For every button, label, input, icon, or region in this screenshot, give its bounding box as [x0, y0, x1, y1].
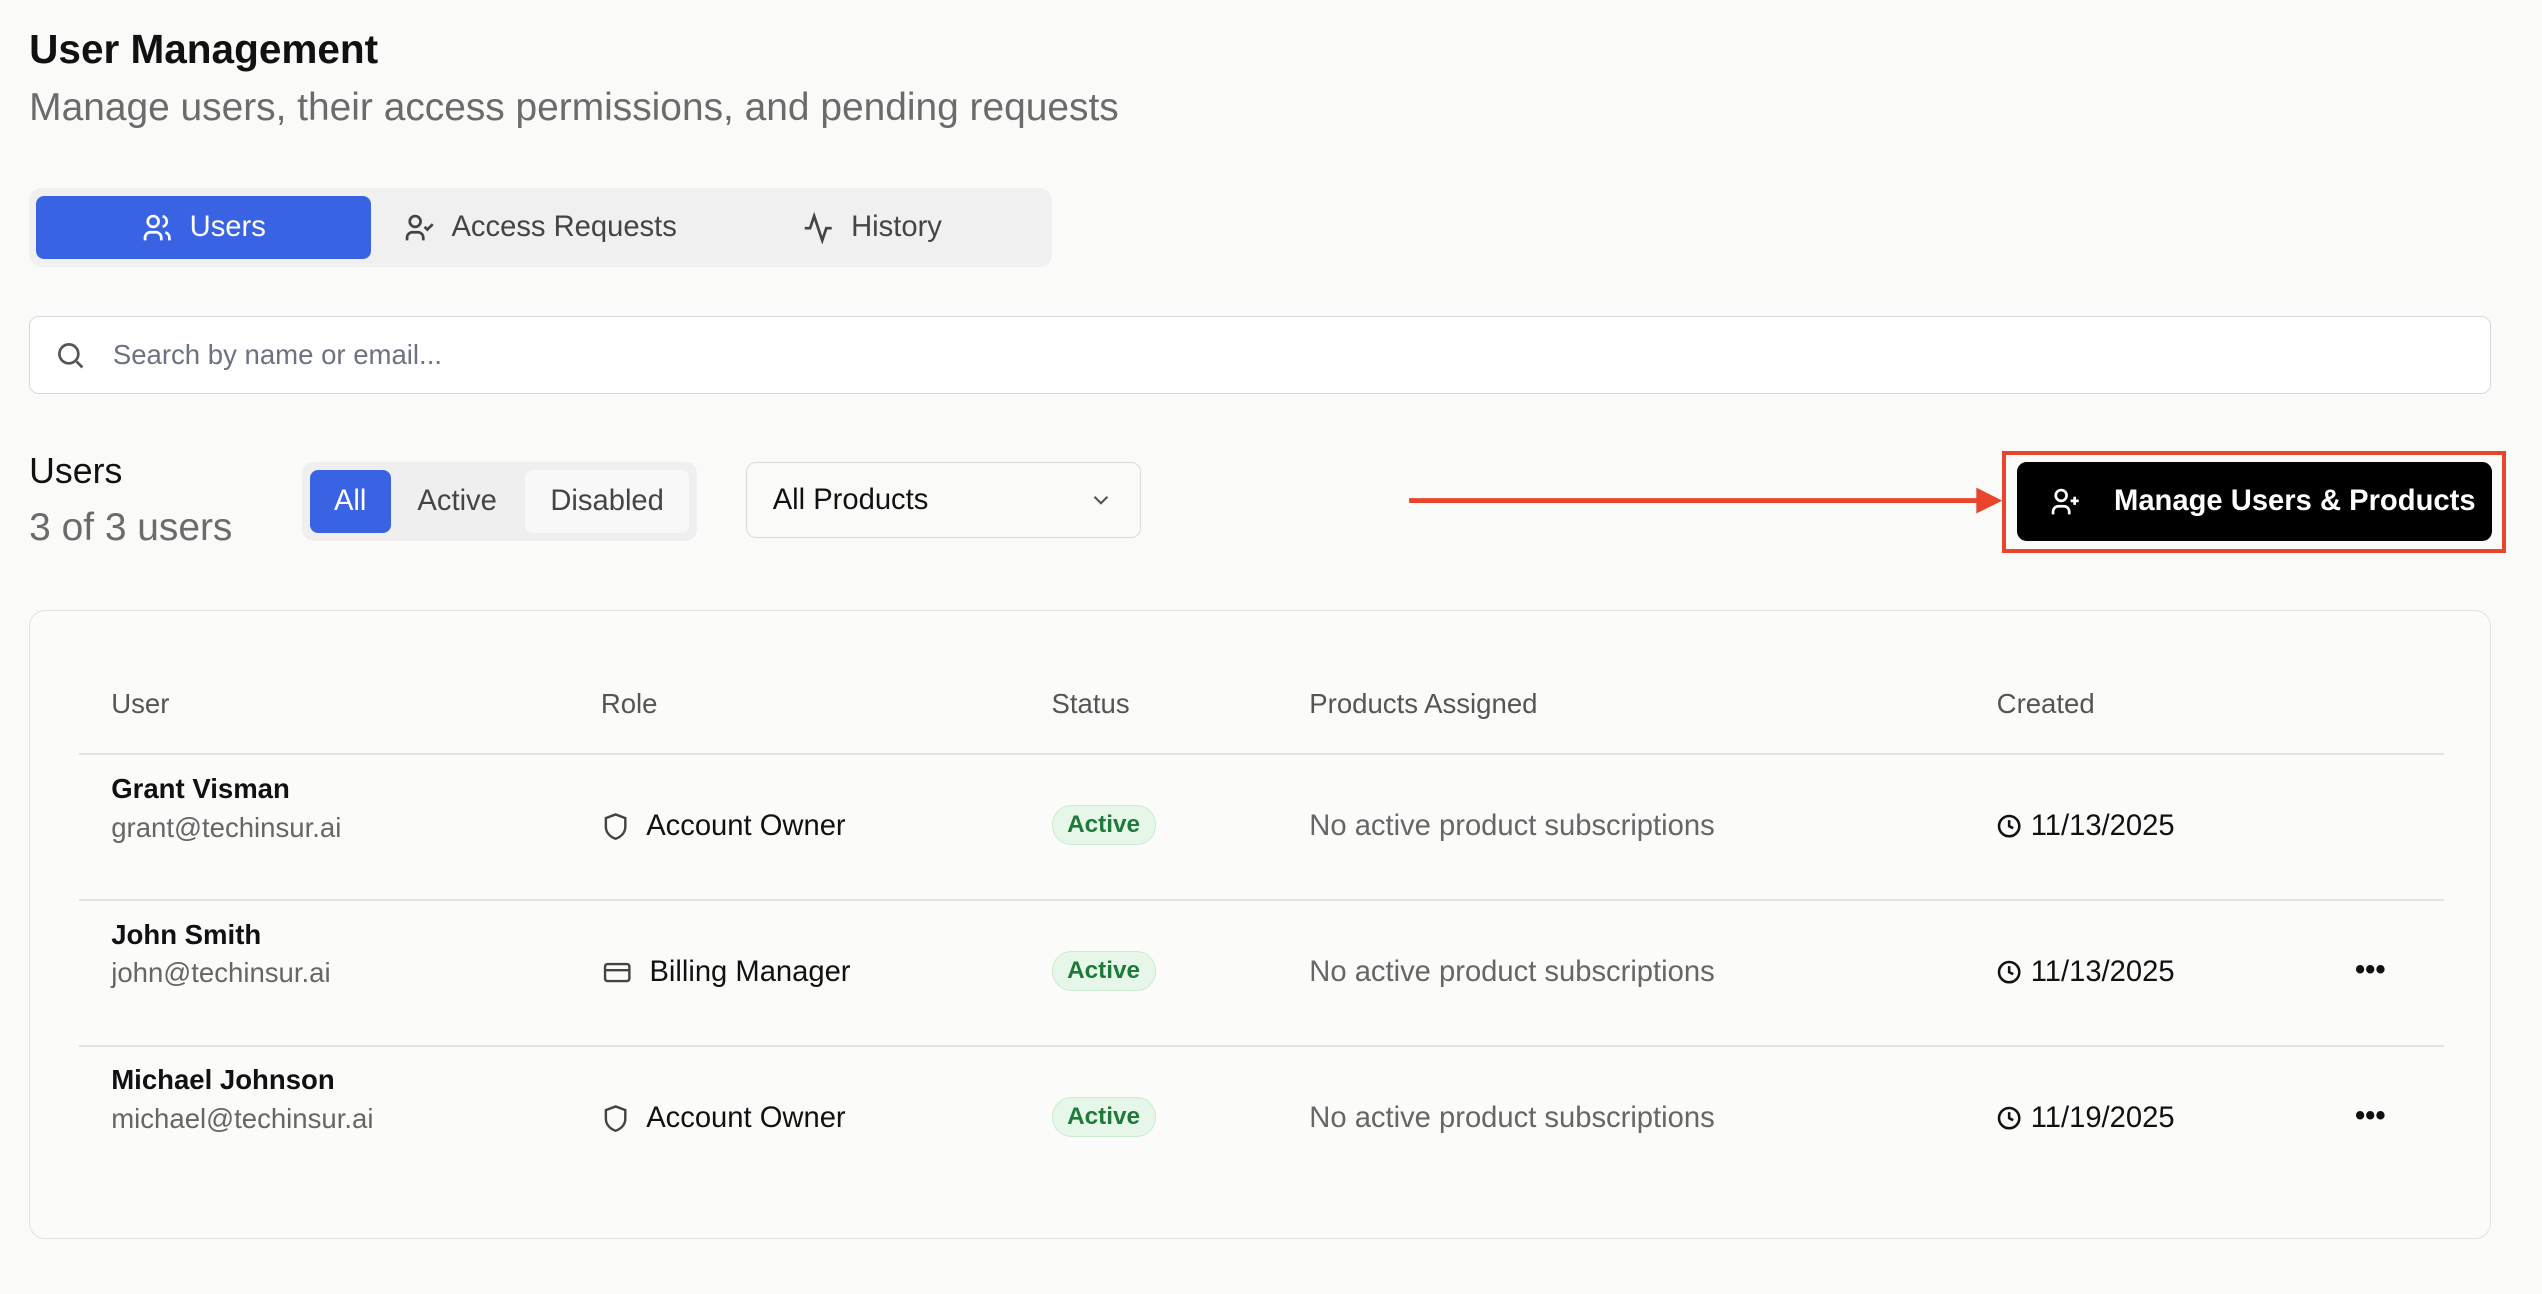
status-filter: All Active Disabled	[301, 462, 698, 542]
user-plus-icon	[2049, 486, 2081, 518]
column-header-role: Role	[600, 688, 658, 720]
dropdown-value: All Products	[772, 483, 929, 516]
created-date: 11/19/2025	[2030, 1101, 2175, 1134]
user-email: grant@techinsur.ai	[111, 811, 342, 843]
status-badge: Active	[1051, 951, 1156, 991]
user-name: John Smith	[111, 918, 262, 950]
column-header-status: Status	[1051, 688, 1130, 720]
tab-users[interactable]: Users	[35, 196, 372, 260]
page-title: User Management	[29, 25, 379, 72]
product-filter-dropdown[interactable]: All Products	[745, 462, 1142, 539]
clock-icon	[1997, 960, 2021, 984]
user-email: michael@techinsur.ai	[111, 1103, 374, 1135]
annotation-arrow	[1408, 487, 2003, 514]
shield-icon	[601, 1104, 630, 1133]
tab-label: Users	[189, 211, 266, 244]
annotation-highlight-box	[2002, 450, 2507, 553]
tab-access-requests[interactable]: Access Requests	[394, 196, 686, 259]
tab-history[interactable]: History	[791, 196, 953, 259]
column-header-user: User	[111, 688, 170, 720]
users-icon	[141, 212, 173, 244]
status-badge: Active	[1051, 1096, 1156, 1137]
chevron-down-icon	[1088, 487, 1114, 513]
status-badge: Active	[1051, 805, 1156, 845]
more-actions-icon[interactable]: •••	[2354, 954, 2386, 987]
created-date: 11/13/2025	[2030, 955, 2175, 988]
activity-icon	[802, 211, 834, 244]
filter-all[interactable]: All	[309, 470, 391, 534]
search-box	[29, 316, 2491, 395]
clock-icon	[1997, 1106, 2021, 1130]
user-email: john@techinsur.ai	[111, 957, 331, 989]
row-divider	[78, 899, 2445, 901]
search-icon	[54, 339, 86, 371]
tab-label: Access Requests	[451, 211, 677, 244]
manage-users-products-button[interactable]: Manage Users & Products	[2016, 462, 2492, 542]
shield-icon	[601, 812, 630, 841]
clock-icon	[1997, 814, 2021, 838]
page-subtitle: Manage users, their access permissions, …	[29, 85, 1119, 129]
user-name: Michael Johnson	[111, 1064, 335, 1096]
tab-label: History	[851, 211, 942, 244]
tab-bar: Users Access Requests History	[29, 188, 1053, 268]
user-role: Account Owner	[646, 1101, 846, 1134]
user-check-icon	[403, 212, 435, 244]
credit-card-icon	[601, 958, 633, 987]
user-name: Grant Visman	[111, 772, 290, 804]
button-label: Manage Users & Products	[2114, 485, 2476, 518]
column-header-created: Created	[1996, 688, 2095, 720]
products-assigned: No active product subscriptions	[1309, 955, 1715, 988]
filter-active[interactable]: Active	[417, 485, 497, 518]
products-assigned: No active product subscriptions	[1309, 1101, 1715, 1134]
search-input[interactable]	[109, 337, 2386, 373]
users-count: 3 of 3 users	[29, 505, 233, 549]
user-role: Account Owner	[646, 809, 846, 842]
created-date: 11/13/2025	[2030, 809, 2175, 842]
filter-disabled[interactable]: Disabled	[525, 470, 689, 534]
header-divider	[78, 753, 2445, 755]
products-assigned: No active product subscriptions	[1309, 809, 1715, 842]
column-header-products: Products Assigned	[1309, 688, 1538, 720]
users-heading: Users	[29, 450, 123, 491]
users-table: User Role Status Products Assigned Creat…	[29, 609, 2491, 1239]
row-divider	[78, 1045, 2445, 1047]
more-actions-icon[interactable]: •••	[2354, 1100, 2386, 1133]
user-role: Billing Manager	[649, 955, 851, 988]
